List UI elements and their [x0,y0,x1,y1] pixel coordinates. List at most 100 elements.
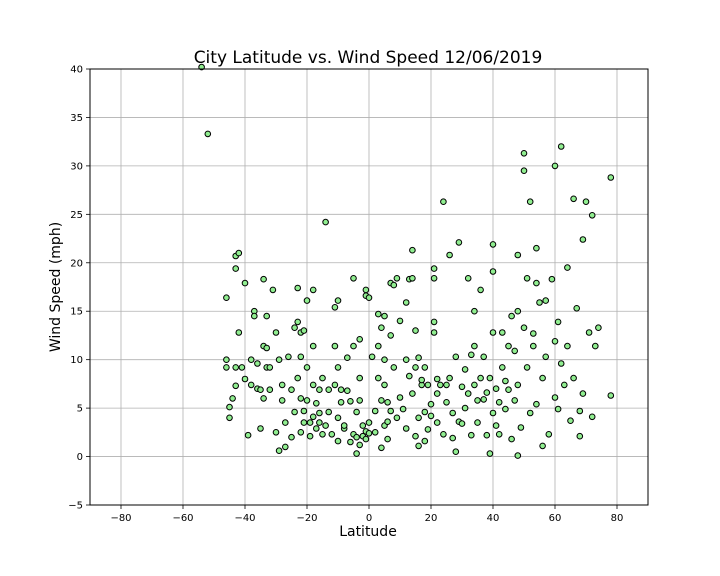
data-point [387,407,395,415]
data-point [468,351,475,359]
data-point [266,386,274,394]
data-point [294,318,302,326]
data-point [548,275,556,283]
data-point [316,409,323,417]
data-point [375,310,382,318]
data-point [275,356,283,364]
data-point [402,356,410,364]
data-point [489,329,497,336]
y-tick-label: 15 [70,307,83,318]
y-tick-label: 40 [70,65,83,76]
data-point [536,299,543,306]
data-point [353,433,360,441]
data-point [347,398,354,405]
data-point [303,364,311,371]
data-point [514,307,522,315]
data-point [223,294,230,302]
data-point [254,360,261,367]
data-point [303,397,311,404]
data-point [260,275,267,283]
data-point [452,448,460,456]
x-tick-label: 40 [487,513,500,524]
data-point [514,452,522,459]
data-point [489,241,497,248]
data-point [294,374,302,382]
y-tick-label: 5 [77,404,83,415]
data-point [437,381,444,389]
data-point [331,381,339,389]
data-point [464,275,472,282]
data-point [461,366,469,373]
data-point [576,407,584,415]
y-axis-label: Wind Speed (mph) [48,222,64,352]
data-point [421,437,429,445]
data-point [300,419,308,426]
data-point [353,450,360,457]
data-point [418,376,426,384]
data-point [502,405,509,413]
data-point [533,244,540,252]
data-point [356,397,364,404]
chart-title: City Latitude vs. Wind Speed 12/06/2019 [194,48,543,68]
data-point [471,307,478,315]
data-point [489,409,497,417]
data-point [557,360,565,367]
data-point [492,422,500,429]
data-point [433,390,441,397]
data-point [309,286,317,294]
data-point [474,397,481,404]
data-point [340,422,348,429]
data-point [452,353,460,361]
data-point [368,353,376,361]
data-point [235,329,243,336]
data-point [263,312,271,320]
data-point [381,312,388,320]
data-point [384,399,391,406]
data-point [297,353,305,361]
data-point [433,419,441,426]
data-point [257,425,264,432]
data-point [223,364,230,371]
data-point [362,435,370,443]
data-point [530,342,537,350]
data-point [291,408,298,416]
x-tick-label: 20 [425,513,438,524]
data-point [480,396,488,403]
data-point [412,432,419,440]
data-point [499,364,506,371]
data-point [514,381,522,389]
data-point [337,386,345,394]
data-point [533,279,540,287]
data-point [520,324,528,332]
data-point [396,394,404,401]
data-point [331,342,339,350]
data-point [247,381,255,389]
data-point [375,342,382,350]
data-point [232,265,239,272]
data-point [505,386,512,394]
data-point [446,374,453,382]
data-point [471,342,478,350]
data-point [347,438,354,446]
data-point [350,275,357,282]
data-point [291,324,298,332]
data-point [530,330,537,337]
data-point [495,431,503,438]
data-point [309,342,317,350]
data-point [511,347,519,355]
data-point [449,409,457,417]
data-point [455,239,463,246]
data-point [477,374,484,382]
data-point [424,381,432,389]
data-point [334,414,342,422]
data-point [471,381,478,389]
data-point [406,372,413,380]
data-point [551,338,559,345]
x-tick-label: 60 [549,513,562,524]
data-point [375,374,382,382]
data-point [269,286,277,294]
data-point [595,324,602,332]
data-point [415,442,422,450]
data-point [483,431,491,439]
data-point [430,265,438,272]
